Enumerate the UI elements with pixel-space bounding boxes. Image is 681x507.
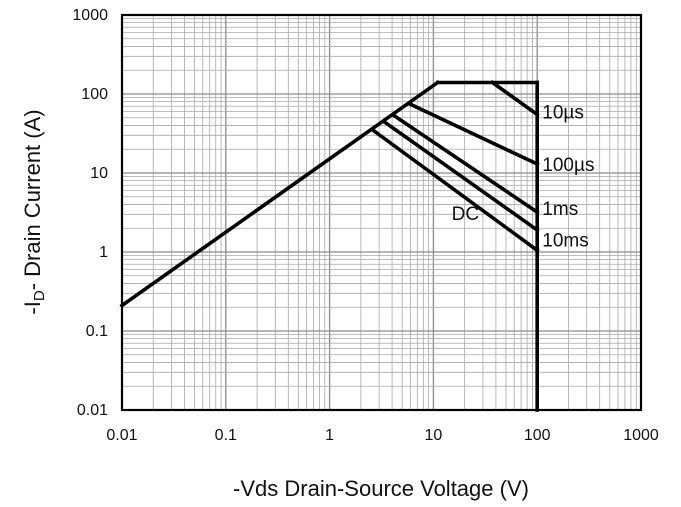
series-lines [119, 79, 540, 412]
x-tick-label: 1000 [623, 427, 659, 444]
boundary-rdson-limit [119, 79, 441, 309]
x-tick-label: 10 [425, 427, 443, 444]
series-label-dc: DC [452, 204, 479, 225]
series-label-100us: 100µs [542, 155, 594, 176]
y-tick-label: 1000 [72, 7, 108, 24]
x-tick-label: 0.01 [106, 427, 137, 444]
series-line-100us [407, 101, 540, 167]
series-label-10us: 10µs [542, 103, 584, 124]
x-axis-title: -Vds Drain-Source Voltage (V) [233, 476, 529, 501]
y-axis-title-suffix: - Drain Current (A) [20, 109, 45, 290]
series-line-10us [489, 79, 540, 118]
x-tick-label: 100 [524, 427, 551, 444]
x-tick-label: 1 [325, 427, 334, 444]
series-label-10ms: 10ms [542, 230, 588, 251]
y-tick-label: 100 [81, 86, 108, 103]
series-labels: 10µs 100µs 1ms 10ms DC [452, 103, 595, 252]
y-axis-title: -ID- Drain Current (A) [20, 109, 48, 314]
y-tick-label: 0.1 [86, 323, 108, 340]
x-tick-label: 0.1 [215, 427, 237, 444]
series-line-1ms [391, 113, 540, 215]
grid [121, 15, 641, 411]
plot-frame [120, 13, 643, 412]
series-label-1ms: 1ms [542, 199, 578, 220]
y-tick-label: 1 [99, 244, 108, 261]
y-axis-title-prefix: -I [20, 301, 45, 314]
y-tick-label: 10 [90, 165, 108, 182]
svg-text:-ID- Drain Current (A): -ID- Drain Current (A) [20, 109, 48, 314]
series-line-dc [370, 127, 540, 253]
series-line-10ms [382, 119, 540, 233]
tick-labels: 0.01 0.1 1 10 100 1000 0.01 0.1 1 10 100 1000 [72, 7, 658, 444]
y-tick-label: 0.01 [77, 402, 108, 419]
y-axis-title-subscript: D [31, 290, 48, 301]
